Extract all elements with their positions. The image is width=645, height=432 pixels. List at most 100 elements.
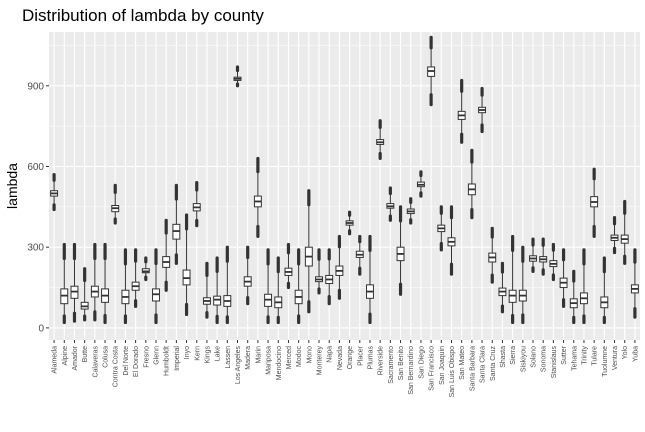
x-tick-label: El Dorado — [133, 346, 140, 377]
box-san-joaquin — [437, 205, 446, 252]
box-sierra — [508, 234, 517, 325]
box-san-mateo — [457, 78, 466, 144]
y-tick-label: 600 — [27, 162, 44, 173]
x-tick-label: Contra Costa — [113, 346, 120, 387]
box-calaveras — [90, 242, 99, 322]
box-santa-barbara — [467, 148, 476, 220]
box-mariposa — [264, 248, 273, 325]
x-tick-label: Sierra — [510, 346, 517, 365]
box-napa — [325, 248, 334, 306]
box-lake — [213, 256, 222, 325]
x-tick-label: Amador — [72, 345, 79, 370]
x-tick-label: Monterey — [317, 346, 324, 376]
box-kern — [192, 181, 201, 228]
box-butte — [80, 267, 89, 322]
box-imperial — [172, 183, 181, 265]
x-tick-label: Santa Clara — [480, 346, 487, 383]
x-tick-label: Fresno — [143, 346, 150, 368]
x-tick-label: Orange — [347, 346, 354, 369]
x-tick-label: Tehama — [571, 346, 578, 371]
x-tick-label: Mendocino — [276, 346, 283, 380]
box-nevada — [335, 234, 344, 300]
x-tick-label: San Benito — [398, 346, 405, 380]
x-tick-label: Shasta — [500, 346, 507, 368]
x-tick-label: Siskiyou — [520, 346, 527, 372]
box-tulare — [590, 167, 599, 239]
y-tick-label: 0 — [38, 323, 44, 334]
x-axis-ticks: Alameda Alpine Amador Butte Calaveras Colusa C… — [52, 340, 639, 397]
box-alpine — [60, 242, 69, 325]
box-madera — [243, 245, 252, 306]
y-tick-label: 900 — [27, 81, 44, 92]
box-body — [213, 295, 222, 306]
x-tick-label: San Bernardino — [408, 346, 415, 395]
box-stanislaus — [549, 242, 558, 282]
box-placer — [355, 234, 364, 276]
x-tick-label: San Diego — [418, 346, 425, 379]
box-trinity — [579, 248, 588, 325]
box-san-luis-obispo — [447, 205, 456, 276]
box-mono — [304, 189, 313, 314]
x-tick-label: Lake — [215, 346, 222, 361]
x-tick-label: Modoc — [296, 346, 303, 368]
box-del-norte — [121, 248, 130, 325]
box-shasta — [498, 261, 507, 314]
box-alameda — [50, 172, 59, 212]
x-tick-label: Lassen — [225, 346, 232, 369]
x-tick-label: Butte — [82, 346, 89, 362]
box-siskiyou — [518, 245, 527, 325]
box-modoc — [294, 248, 303, 325]
box-san-bernardino — [406, 197, 415, 225]
x-tick-label: Sonoma — [541, 346, 548, 372]
x-tick-label: Kern — [194, 346, 201, 361]
box-contra-costa — [111, 183, 120, 225]
x-tick-label: Kings — [204, 346, 211, 364]
box-yolo — [620, 199, 629, 265]
x-tick-label: Colusa — [103, 346, 110, 368]
x-tick-label: Santa Barbara — [469, 346, 476, 391]
y-tick-label: 300 — [27, 243, 44, 254]
x-tick-label: Yolo — [622, 346, 629, 359]
x-tick-label: Los Angeles — [235, 346, 242, 385]
x-tick-label: San Mateo — [459, 346, 466, 380]
x-tick-label: Yuba — [632, 346, 639, 362]
x-tick-label: Riverside — [378, 346, 385, 375]
x-tick-label: San Francisco — [429, 346, 436, 391]
y-axis-label: lambda — [4, 163, 20, 209]
x-tick-label: San Joaquin — [439, 346, 446, 385]
x-tick-label: Humboldt — [164, 346, 171, 376]
box-amador — [70, 242, 79, 323]
x-tick-label: Nevada — [337, 346, 344, 370]
x-tick-label: Santa Cruz — [490, 346, 497, 382]
x-tick-label: Stanislaus — [551, 346, 558, 379]
box-solano — [529, 237, 537, 274]
box-san-benito — [396, 205, 405, 296]
x-tick-label: Madera — [245, 346, 252, 370]
y-axis-ticks: 0 300 600 900 — [27, 81, 49, 334]
x-tick-label: Ventura — [612, 346, 619, 370]
box-sutter — [559, 248, 568, 308]
chart-title: Distribution of lambda by county — [22, 6, 264, 25]
x-tick-label: Calaveras — [92, 346, 99, 378]
box-tuolumne — [600, 256, 609, 325]
x-tick-label: San Luis Obispo — [449, 346, 456, 397]
box-fresno — [141, 256, 150, 282]
box-glenn — [152, 248, 160, 325]
box-kings — [202, 261, 211, 319]
x-tick-label: Trinity — [581, 346, 588, 365]
x-tick-label: Sacramento — [388, 346, 395, 384]
x-tick-label: Napa — [327, 346, 334, 363]
box-riverside — [376, 119, 385, 161]
x-tick-label: Tuolumne — [602, 346, 609, 377]
box-lassen — [223, 245, 232, 325]
box-monterey — [315, 248, 323, 295]
box-tehama — [569, 269, 578, 325]
box-humboldt — [162, 218, 171, 292]
box-los-angeles — [233, 65, 242, 88]
x-tick-label: Glenn — [153, 346, 160, 365]
box-colusa — [101, 242, 110, 325]
boxes — [50, 35, 639, 325]
box-san-diego — [416, 170, 425, 198]
box-plumas — [366, 234, 374, 325]
